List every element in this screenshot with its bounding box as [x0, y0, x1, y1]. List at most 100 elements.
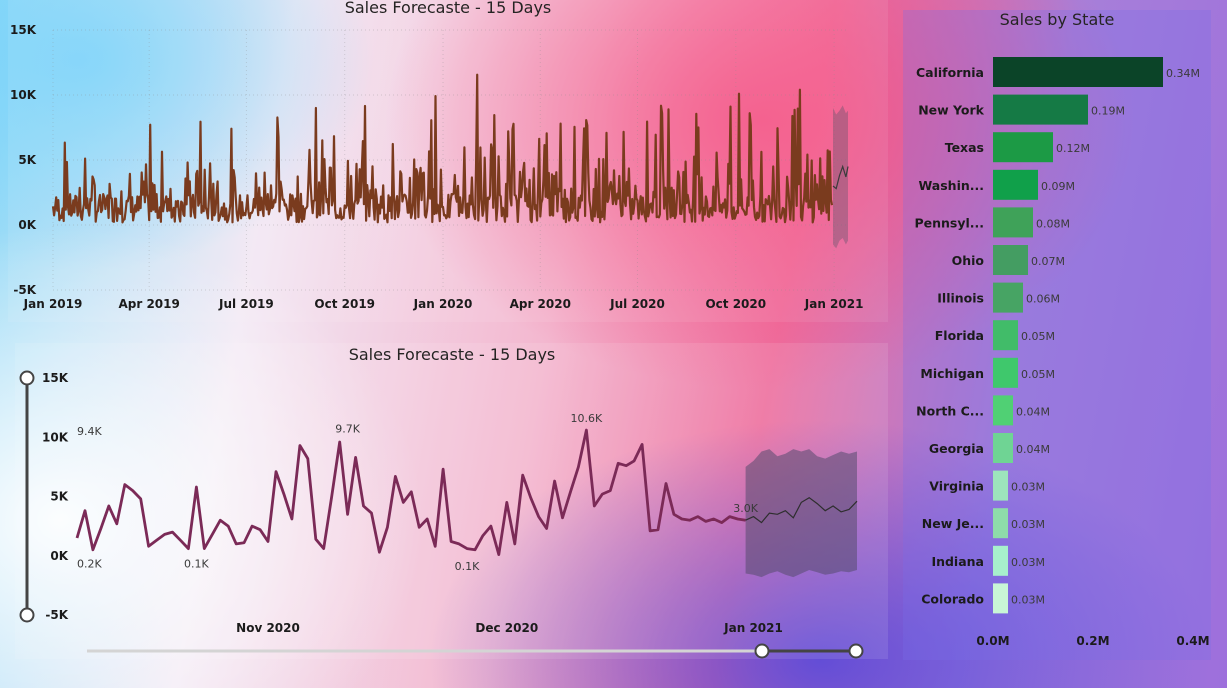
state-category-label: Virginia [929, 479, 984, 494]
state-data-label: 0.06M [1026, 293, 1060, 306]
bottom-y-tick-label: -5K [45, 608, 68, 622]
bottom-x-tick-label: Nov 2020 [236, 621, 300, 635]
top-chart-title: Sales Forecaste - 15 Days [345, 0, 552, 17]
top-forecast-confidence-band [833, 105, 848, 249]
state-data-label: 0.07M [1031, 255, 1065, 268]
bottom-y-axis: 15K 10K 5K 0K -5K [42, 371, 69, 622]
state-bar [993, 433, 1013, 463]
bottom-forecast-confidence-band [745, 449, 857, 578]
top-x-axis: Jan 2019 Apr 2019 Jul 2019 Oct 2019 Jan 2020… [23, 297, 864, 311]
top-chart-panel: Sales Forecaste - 15 Days 15K 10K 5K 0K -5K … [8, 0, 888, 322]
state-category-label: Georgia [929, 441, 984, 456]
state-category-label: Pennsyl... [914, 215, 984, 230]
top-y-tick-label: -5K [13, 283, 36, 297]
state-bar [993, 583, 1008, 614]
state-category-label: Illinois [937, 291, 984, 306]
bottom-actual-sales-line [75, 428, 746, 557]
state-data-label: 0.04M [1016, 405, 1050, 418]
y-range-slider[interactable] [19, 370, 35, 623]
bottom-data-label: 9.4K [77, 425, 102, 438]
top-y-tick-label: 5K [18, 153, 36, 167]
state-data-label: 0.04M [1016, 443, 1050, 456]
state-data-label: 0.03M [1011, 593, 1045, 606]
state-data-label: 0.05M [1021, 330, 1055, 343]
state-bar [993, 245, 1028, 275]
top-x-tick-label: Oct 2019 [314, 297, 375, 311]
state-bar [993, 320, 1018, 351]
y-range-slider-bottom-handle[interactable] [19, 607, 35, 623]
state-x-axis: 0.0M 0.2M 0.4M [976, 634, 1209, 648]
state-category-label: Ohio [952, 253, 985, 268]
state-bar [993, 132, 1053, 163]
state-data-label: 0.08M [1036, 217, 1070, 230]
state-data-label: 0.34M [1166, 67, 1200, 80]
state-category-label: New Je... [922, 516, 984, 531]
bottom-x-tick-label: Jan 2021 [723, 621, 783, 635]
bottom-forecast-line [745, 496, 858, 524]
x-range-slider[interactable] [87, 643, 864, 659]
top-y-tick-label: 0K [18, 218, 36, 232]
state-bar [993, 357, 1018, 388]
state-bar [993, 282, 1023, 313]
state-category-label: California [916, 65, 984, 80]
bottom-y-tick-label: 15K [42, 371, 69, 385]
state-chart-panel: Sales by State California 0.34M New York 0.… [903, 10, 1211, 660]
top-forecast-line [832, 164, 849, 190]
state-category-label: Florida [935, 328, 984, 343]
state-data-label: 0.03M [1011, 556, 1045, 569]
state-category-label: Texas [945, 140, 984, 155]
state-bar [993, 395, 1013, 426]
state-data-label: 0.09M [1041, 180, 1075, 193]
sales-by-state-chart: Sales by State California 0.34M New York 0.… [914, 10, 1209, 648]
state-bar [993, 508, 1008, 539]
top-x-tick-label: Jan 2021 [804, 297, 864, 311]
state-category-label: Colorado [921, 591, 984, 606]
bottom-chart-panel: Sales Forecaste - 15 Days 15K 10K 5K 0K -5K … [15, 343, 888, 659]
bottom-x-axis: Nov 2020 Dec 2020 Jan 2021 [236, 621, 783, 635]
state-category-label: North C... [916, 403, 984, 418]
state-category-label: Washin... [918, 178, 984, 193]
top-actual-sales-line [51, 73, 834, 224]
y-range-slider-top-handle[interactable] [19, 370, 35, 386]
state-bar [993, 57, 1163, 87]
bottom-y-tick-label: 10K [42, 430, 69, 444]
top-y-tick-label: 15K [10, 23, 37, 37]
bottom-data-label: 0.2K [77, 558, 102, 571]
x-range-slider-right-handle[interactable] [848, 643, 864, 659]
top-x-tick-label: Jan 2020 [413, 297, 473, 311]
bottom-y-tick-label: 0K [50, 549, 68, 563]
state-category-label: Michigan [920, 366, 984, 381]
top-x-tick-label: Apr 2020 [510, 297, 571, 311]
bottom-forecast-chart: Sales Forecaste - 15 Days 15K10K5K0K-5K … [19, 345, 864, 659]
bottom-y-tick-label: 5K [50, 490, 68, 504]
state-x-tick-label: 0.0M [976, 634, 1009, 648]
top-x-tick-label: Oct 2020 [705, 297, 766, 311]
state-data-label: 0.03M [1011, 481, 1045, 494]
top-grid [52, 29, 848, 291]
bottom-x-tick-label: Dec 2020 [475, 621, 538, 635]
state-data-label: 0.19M [1091, 105, 1125, 118]
state-x-tick-label: 0.4M [1176, 634, 1209, 648]
state-category-label: Indiana [931, 554, 984, 569]
bottom-data-label: 0.1K [455, 560, 480, 573]
state-category-label: New York [918, 103, 984, 118]
state-data-label: 0.05M [1021, 368, 1055, 381]
top-x-tick-label: Jul 2020 [609, 297, 665, 311]
state-data-label: 0.12M [1056, 142, 1090, 155]
top-x-tick-label: Apr 2019 [118, 297, 179, 311]
bottom-data-label: 10.6K [571, 412, 603, 425]
state-x-tick-label: 0.2M [1076, 634, 1109, 648]
top-plot-area [51, 73, 849, 249]
state-bar [993, 169, 1038, 200]
state-chart-title: Sales by State [1000, 10, 1115, 29]
bottom-data-label: 9.7K [335, 423, 360, 436]
state-bars: California 0.34M New York 0.19M Texas 0.12M Wa… [914, 57, 1200, 614]
state-bar [993, 545, 1008, 576]
top-y-axis: 15K 10K 5K 0K -5K [10, 23, 37, 297]
state-bar [993, 94, 1088, 125]
top-y-tick-label: 10K [10, 88, 37, 102]
x-range-slider-left-handle[interactable] [754, 643, 770, 659]
top-x-tick-label: Jan 2019 [23, 297, 83, 311]
bottom-plot-area: 9.4K 0.2K 0.1K 9.7K 0.1K 10.6K 3.0K [75, 412, 858, 578]
bottom-data-label: 0.1K [184, 558, 209, 571]
